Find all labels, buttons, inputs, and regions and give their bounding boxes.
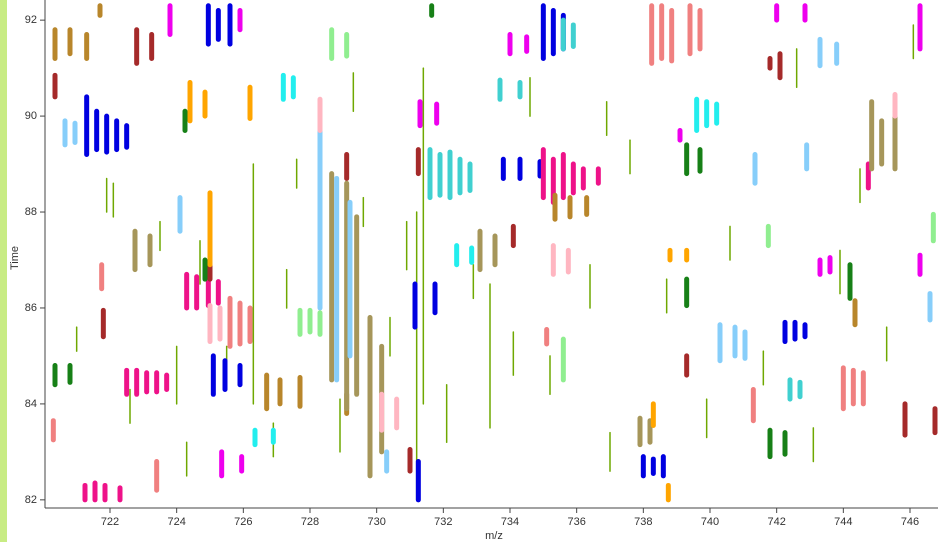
- x-tick-label: 728: [301, 516, 319, 528]
- x-tick-label: 746: [901, 516, 919, 528]
- x-tick-label: 738: [634, 516, 652, 528]
- x-axis-label: m/z: [485, 530, 503, 542]
- x-tick-label: 742: [767, 516, 785, 528]
- y-tick-label: 86: [25, 302, 37, 314]
- x-tick-label: 722: [101, 516, 119, 528]
- y-tick-label: 82: [25, 494, 37, 506]
- x-tick-label: 724: [167, 516, 185, 528]
- y-axis-label: Time: [9, 246, 21, 270]
- x-tick-label: 734: [501, 516, 519, 528]
- plot-area: [50, 3, 938, 503]
- y-tick-label: 92: [25, 14, 37, 26]
- x-tick-label: 744: [834, 516, 852, 528]
- panel: [7, 0, 938, 542]
- y-tick-label: 90: [25, 110, 37, 122]
- x-tick-label: 726: [234, 516, 252, 528]
- x-tick-label: 736: [567, 516, 585, 528]
- x-tick-label: 740: [701, 516, 719, 528]
- y-tick-label: 88: [25, 206, 37, 218]
- y-tick-label: 84: [25, 398, 37, 410]
- x-tick-label: 730: [367, 516, 385, 528]
- x-tick-label: 732: [434, 516, 452, 528]
